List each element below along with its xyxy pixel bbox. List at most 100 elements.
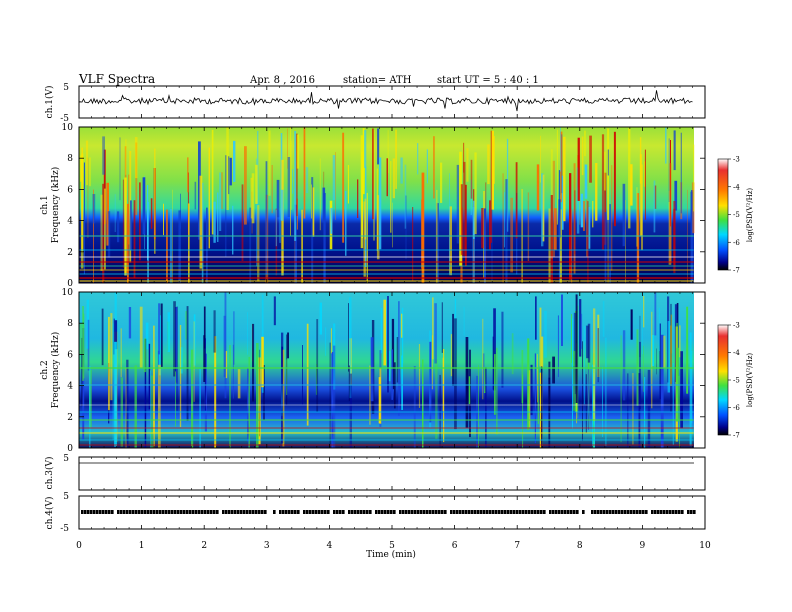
ch1-colorbar-ticks: -3 -4 -5 -6 -7 [728,156,740,275]
ch4-sample [174,510,177,514]
ch4-sample [528,510,531,514]
spectral-streak [286,359,288,395]
spectral-streak [460,184,463,255]
spectral-streak [639,341,641,410]
ch4-sample [162,510,165,514]
ch4-sample [90,510,93,514]
spectral-streak [311,184,312,219]
spectral-streak [259,349,260,437]
ch4-sample [234,510,237,514]
spectral-streak [651,311,653,409]
ch4-sample [561,510,564,514]
spectral-streak [279,208,281,243]
ch4-sample [216,510,219,514]
spectral-streak [584,164,588,199]
spectral-streak [660,334,664,448]
spectral-streak [323,171,325,203]
spectral-streak [676,322,678,398]
spectral-streak [463,142,465,173]
spectral-streak [592,200,594,228]
ch4-sample [399,510,402,514]
spectral-streak [487,144,490,185]
spectral-streak [186,306,189,421]
ch3-waveform-frame [78,456,706,491]
colorbar-tick-label: -7 [733,432,740,440]
ch4-sample [621,510,624,514]
spectral-streak [226,127,229,210]
ch4-sample [594,510,597,514]
spectral-streak [263,365,265,421]
spectral-streak [85,140,89,186]
spectral-streak [379,367,382,424]
spectral-streak [667,321,670,393]
spectral-streak [110,313,113,401]
ch4-sample [687,510,690,514]
spectral-streak [158,303,160,355]
spectral-streak [552,160,555,258]
ch1-colorbar: -3 -4 -5 -6 -7 log(PSD(V²/Hz) [717,156,754,275]
spectral-streak [332,155,336,201]
spectral-streak [301,209,303,283]
ch4-sample [420,510,423,514]
y-tick-label: 4 [67,217,73,227]
spectral-streak [644,377,646,448]
ch4-sample [309,510,312,514]
spectral-streak [153,366,155,448]
colorbar-tick-label: -6 [733,404,740,412]
ch4-sample [156,510,159,514]
spectral-streak [401,307,404,364]
ch2-channel-label: ch.2 [40,360,50,379]
ch4-sample [336,510,339,514]
spectral-streak [560,127,561,172]
x-tick-label: 1 [139,541,145,551]
spectral-streak [268,130,271,196]
spectral-streak [244,146,247,225]
spectral-streak [120,328,122,378]
ch4-sample [534,510,537,514]
spectral-streak [154,148,156,254]
spectral-streak [404,164,407,229]
ch2-colorbar: -3 -4 -5 -6 -7 log(PSD(V²/Hz) [717,322,754,440]
ch4-sample [645,510,648,514]
ch4-sample [288,510,291,514]
spectral-streak [492,336,494,390]
spectral-streak [589,135,592,183]
ch4-sample [261,510,264,514]
spectral-streak [561,134,563,194]
spectral-streak [537,368,540,425]
x-tick-label: 8 [577,541,583,551]
spectral-streak [654,292,657,336]
ch4-sample [282,510,285,514]
spectral-streak [315,364,318,395]
spectral-streak [398,301,400,416]
spectral-streak [213,310,216,353]
ch4-sample [642,510,645,514]
spectral-streak [213,201,216,243]
spectral-streak [601,134,605,250]
spectral-streak [482,353,485,392]
spectral-streak [342,132,345,243]
spectral-streak [108,316,110,411]
spectral-streak [530,364,533,416]
spectral-streak [670,140,671,227]
spectral-streak [290,140,292,210]
ch4-sample [207,510,210,514]
spectral-streak [247,370,249,448]
spectral-streak [412,207,414,281]
spectral-streak [265,161,268,275]
ch4-sample [240,510,243,514]
ch4-sample [390,510,393,514]
spectral-streak [679,325,681,358]
spectral-streak [128,307,132,339]
spectral-streak [639,154,643,237]
ch4-sample [369,510,372,514]
ch4-sample [402,510,405,514]
spectral-streak [665,127,667,164]
ch4-sample [624,510,627,514]
ch4-sample [519,510,522,514]
spectral-streak [656,348,657,375]
spectral-streak [252,323,255,402]
ch4-sample [438,510,441,514]
ch4-sample [603,510,606,514]
